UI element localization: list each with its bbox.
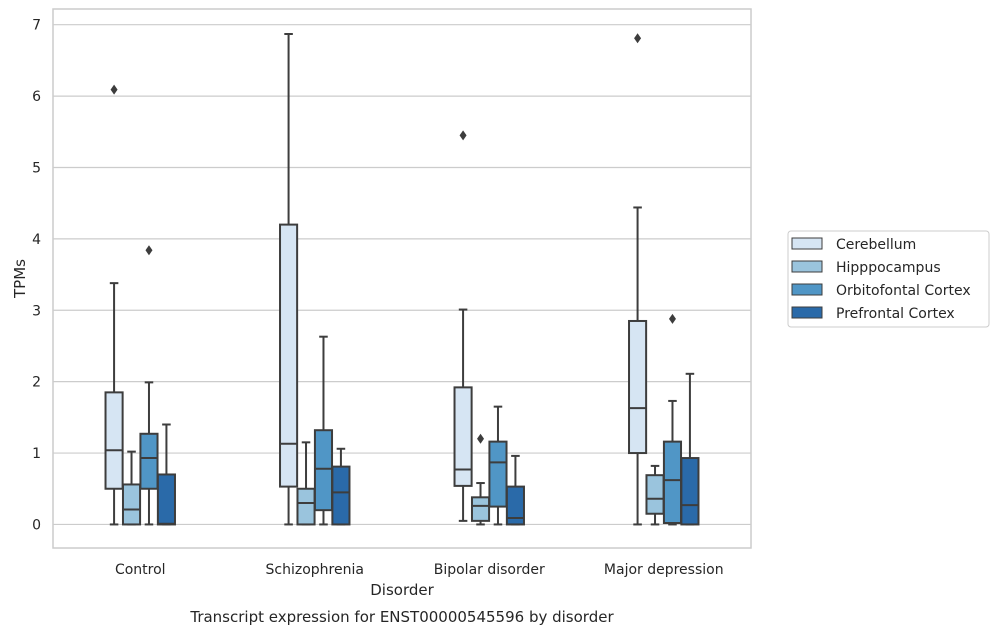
box-orbitofontal-cortex-major-depression bbox=[662, 313, 683, 526]
plot-frame bbox=[52, 8, 752, 549]
x-tick-label: Major depression bbox=[604, 562, 724, 578]
box-prefrontal-cortex-bipolar-disorder bbox=[505, 454, 525, 526]
outlier-point bbox=[110, 84, 118, 95]
y-tick-label: 3 bbox=[32, 303, 41, 319]
y-tick-label: 6 bbox=[32, 89, 41, 105]
legend-label: Cerebellum bbox=[836, 237, 916, 253]
x-tick-label: Schizophrenia bbox=[266, 562, 364, 578]
legend-frame bbox=[787, 230, 990, 328]
legend-swatch bbox=[791, 237, 823, 250]
legend: Cerebellum Hipppocampus Orbitofontal Corte… bbox=[787, 230, 990, 328]
box-body bbox=[488, 440, 508, 508]
box-orbitofontal-cortex-control bbox=[139, 245, 159, 526]
box-series bbox=[104, 32, 700, 526]
box-cerebellum-schizophrenia bbox=[279, 32, 299, 526]
x-tick-label: Bipolar disorder bbox=[434, 562, 545, 578]
box-hipppocampus-schizophrenia bbox=[296, 441, 316, 526]
box-body bbox=[296, 487, 316, 526]
box-prefrontal-cortex-control bbox=[156, 423, 176, 526]
outlier-point bbox=[668, 313, 676, 324]
x-axis-label: Disorder bbox=[370, 581, 434, 599]
box-body bbox=[156, 473, 176, 526]
y-tick-label: 1 bbox=[32, 446, 41, 462]
y-tick-label: 5 bbox=[32, 160, 41, 176]
legend-swatch bbox=[791, 260, 823, 273]
y-axis-label: TPMs bbox=[11, 259, 29, 299]
box-hipppocampus-control bbox=[121, 450, 142, 526]
legend-swatch bbox=[791, 283, 823, 296]
y-tick-labels: 0 1 2 3 4 5 6 7 bbox=[32, 18, 41, 534]
box-cerebellum-major-depression bbox=[628, 33, 648, 526]
box-body bbox=[279, 223, 299, 488]
box-body bbox=[662, 440, 683, 525]
legend-label: Prefrontal Cortex bbox=[836, 306, 955, 322]
box-cerebellum-bipolar-disorder bbox=[453, 130, 473, 522]
box-body bbox=[121, 483, 142, 526]
box-body bbox=[453, 386, 473, 487]
box-orbitofontal-cortex-bipolar-disorder bbox=[488, 405, 508, 526]
box-body bbox=[313, 429, 334, 512]
box-body bbox=[139, 432, 159, 490]
box-body bbox=[104, 391, 124, 490]
y-tick-label: 0 bbox=[32, 517, 41, 533]
box-prefrontal-cortex-major-depression bbox=[680, 372, 700, 526]
legend-swatch bbox=[791, 306, 823, 319]
legend-label: Hipppocampus bbox=[836, 260, 941, 276]
x-tick-labels: Control Schizophrenia Bipolar disorder Majo… bbox=[115, 562, 724, 578]
y-tick-label: 4 bbox=[32, 232, 41, 248]
grid-lines bbox=[53, 24, 751, 526]
box-body bbox=[470, 496, 491, 522]
y-tick-label: 2 bbox=[32, 375, 41, 391]
outlier-point bbox=[145, 245, 153, 256]
box-prefrontal-cortex-schizophrenia bbox=[331, 447, 351, 526]
box-body bbox=[645, 474, 665, 515]
outlier-point bbox=[634, 33, 642, 44]
box-orbitofontal-cortex-schizophrenia bbox=[313, 335, 334, 526]
box-body bbox=[331, 465, 351, 526]
legend-label: Orbitofontal Cortex bbox=[836, 283, 971, 299]
outlier-point bbox=[477, 433, 485, 444]
box-body bbox=[505, 485, 525, 526]
box-body bbox=[680, 457, 700, 526]
x-tick-label: Control bbox=[115, 562, 166, 578]
box-hipppocampus-major-depression bbox=[645, 464, 665, 526]
y-tick-label: 7 bbox=[32, 18, 41, 34]
box-body bbox=[628, 319, 648, 455]
chart-title: Transcript expression for ENST0000054559… bbox=[189, 608, 614, 626]
box-hipppocampus-bipolar-disorder bbox=[470, 433, 491, 526]
box-cerebellum-control bbox=[104, 84, 124, 526]
outlier-point bbox=[459, 130, 467, 141]
